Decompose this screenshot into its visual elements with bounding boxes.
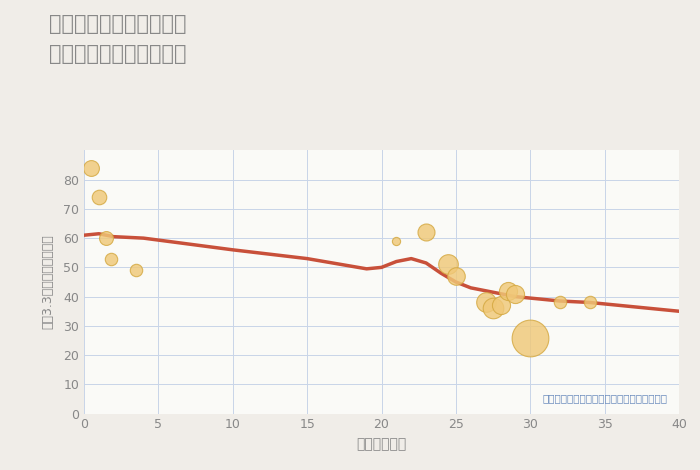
Point bbox=[584, 299, 595, 306]
Point bbox=[510, 290, 521, 298]
Point bbox=[86, 164, 97, 172]
Point bbox=[93, 194, 104, 201]
Point bbox=[101, 235, 112, 242]
Point bbox=[487, 305, 498, 312]
Point bbox=[525, 334, 536, 341]
Y-axis label: 坪（3.3㎡）単価（万円）: 坪（3.3㎡）単価（万円） bbox=[42, 235, 55, 329]
X-axis label: 築年数（年）: 築年数（年） bbox=[356, 437, 407, 451]
Point bbox=[130, 266, 141, 274]
Point bbox=[554, 299, 566, 306]
Point bbox=[391, 237, 402, 245]
Text: 埼玉県鴻巣市ひばり野の
築年数別中古戸建て価格: 埼玉県鴻巣市ひばり野の 築年数別中古戸建て価格 bbox=[49, 14, 186, 64]
Point bbox=[421, 228, 432, 236]
Point bbox=[450, 273, 461, 280]
Point bbox=[480, 299, 491, 306]
Text: 円の大きさは、取引のあった物件面積を示す: 円の大きさは、取引のあった物件面積を示す bbox=[542, 393, 667, 403]
Point bbox=[495, 302, 506, 309]
Point bbox=[503, 287, 514, 295]
Point bbox=[443, 261, 454, 268]
Point bbox=[105, 255, 116, 262]
